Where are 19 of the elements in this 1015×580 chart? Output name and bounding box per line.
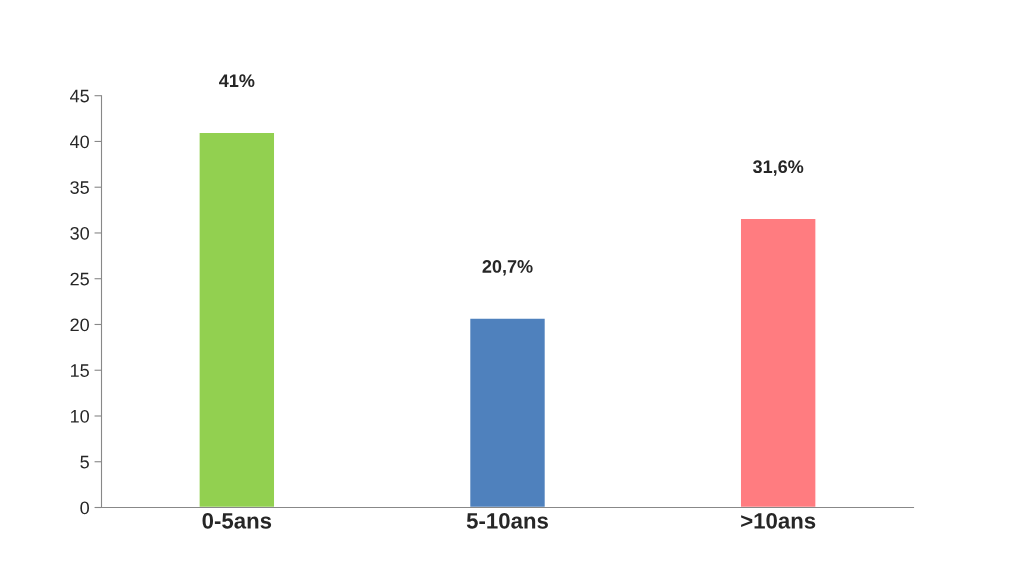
y-tick-label: 20	[70, 318, 89, 332]
y-tick-label: 0	[80, 501, 89, 515]
y-tick-label: 35	[70, 181, 89, 194]
y-tick-label: 10	[70, 409, 89, 423]
bar	[468, 317, 547, 508]
data-label: 41%	[219, 74, 255, 88]
data-label: 31,6%	[752, 160, 804, 176]
y-tick-label: 25	[70, 272, 89, 286]
y-tick-label: 5	[80, 455, 89, 469]
bar	[198, 131, 276, 508]
y-tick-label: 15	[70, 364, 89, 377]
y-tick-label: 40	[70, 135, 89, 149]
data-label: 20,7%	[482, 260, 533, 276]
x-tick-label: >10ans	[741, 512, 816, 529]
bar	[739, 217, 817, 508]
x-tick-label: 5-10ans	[466, 512, 548, 529]
y-tick-label: 45	[70, 89, 89, 103]
y-tick-label: 30	[70, 226, 89, 240]
x-tick-label: 0-5ans	[202, 512, 272, 529]
